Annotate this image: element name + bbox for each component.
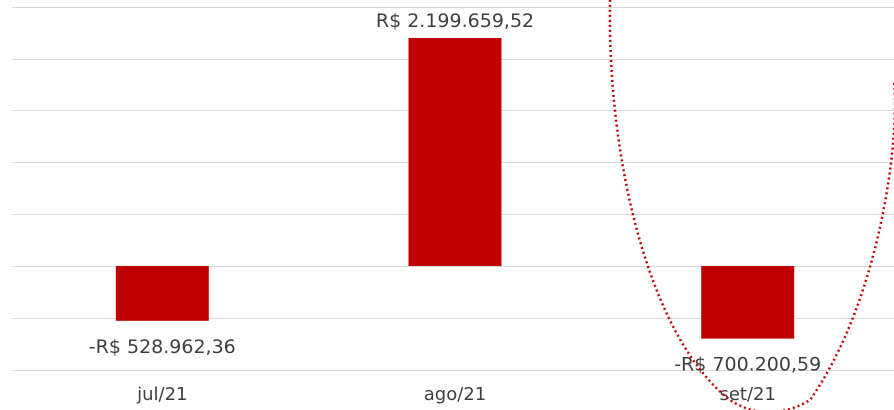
data-label-jul-21: -R$ 528.962,36 [89, 336, 236, 358]
x-axis-tick-labels: jul/21 ago/21 set/21 [136, 384, 776, 405]
x-tick-jul-21: jul/21 [136, 384, 187, 405]
highlight-dotted-ellipse [608, 0, 894, 410]
data-label-set-21: -R$ 700.200,59 [674, 354, 821, 376]
data-label-ago-21: R$ 2.199.659,52 [376, 10, 534, 32]
bar-set-21 [701, 266, 795, 339]
x-tick-set-21: set/21 [719, 384, 775, 405]
bar-series [115, 38, 795, 339]
x-tick-ago-21: ago/21 [424, 384, 486, 405]
data-labels: -R$ 528.962,36 R$ 2.199.659,52 -R$ 700.200… [89, 10, 821, 376]
bar-ago-21 [408, 38, 502, 266]
bar-jul-21 [115, 266, 209, 321]
